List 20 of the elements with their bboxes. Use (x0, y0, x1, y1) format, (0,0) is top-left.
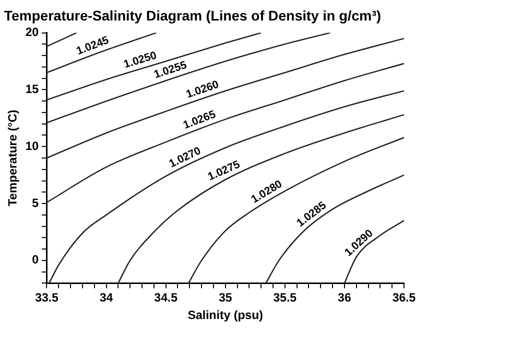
text: 1.0260 (184, 78, 220, 101)
y-tick-label: 5 (32, 196, 40, 210)
x-tick-label: 33.5 (35, 290, 59, 305)
x-tick-label: 34 (100, 290, 114, 305)
text: 1.0265 (182, 108, 218, 132)
x-tick-label: 36 (338, 290, 352, 305)
chart-title: Temperature-Salinity Diagram (Lines of Density in g/cm³) (4, 7, 382, 24)
x-axis-title: Salinity (psu) (188, 308, 264, 322)
text: 1.0245 (74, 34, 111, 58)
y-tick-label: 15 (25, 82, 40, 96)
line-series (344, 220, 404, 284)
x-tick-label: 35 (218, 290, 232, 305)
x-tick-label: 36.5 (392, 290, 416, 305)
y-tick-label: 20 (25, 25, 40, 40)
y-tick-label: 0 (32, 252, 40, 267)
line-series (46, 32, 262, 101)
x-tick-label: 35.5 (273, 290, 297, 305)
x-tick-label: 34.5 (154, 290, 178, 305)
y-tick-label: 10 (25, 138, 40, 153)
y-axis-title: Temperature (°C) (6, 110, 20, 206)
